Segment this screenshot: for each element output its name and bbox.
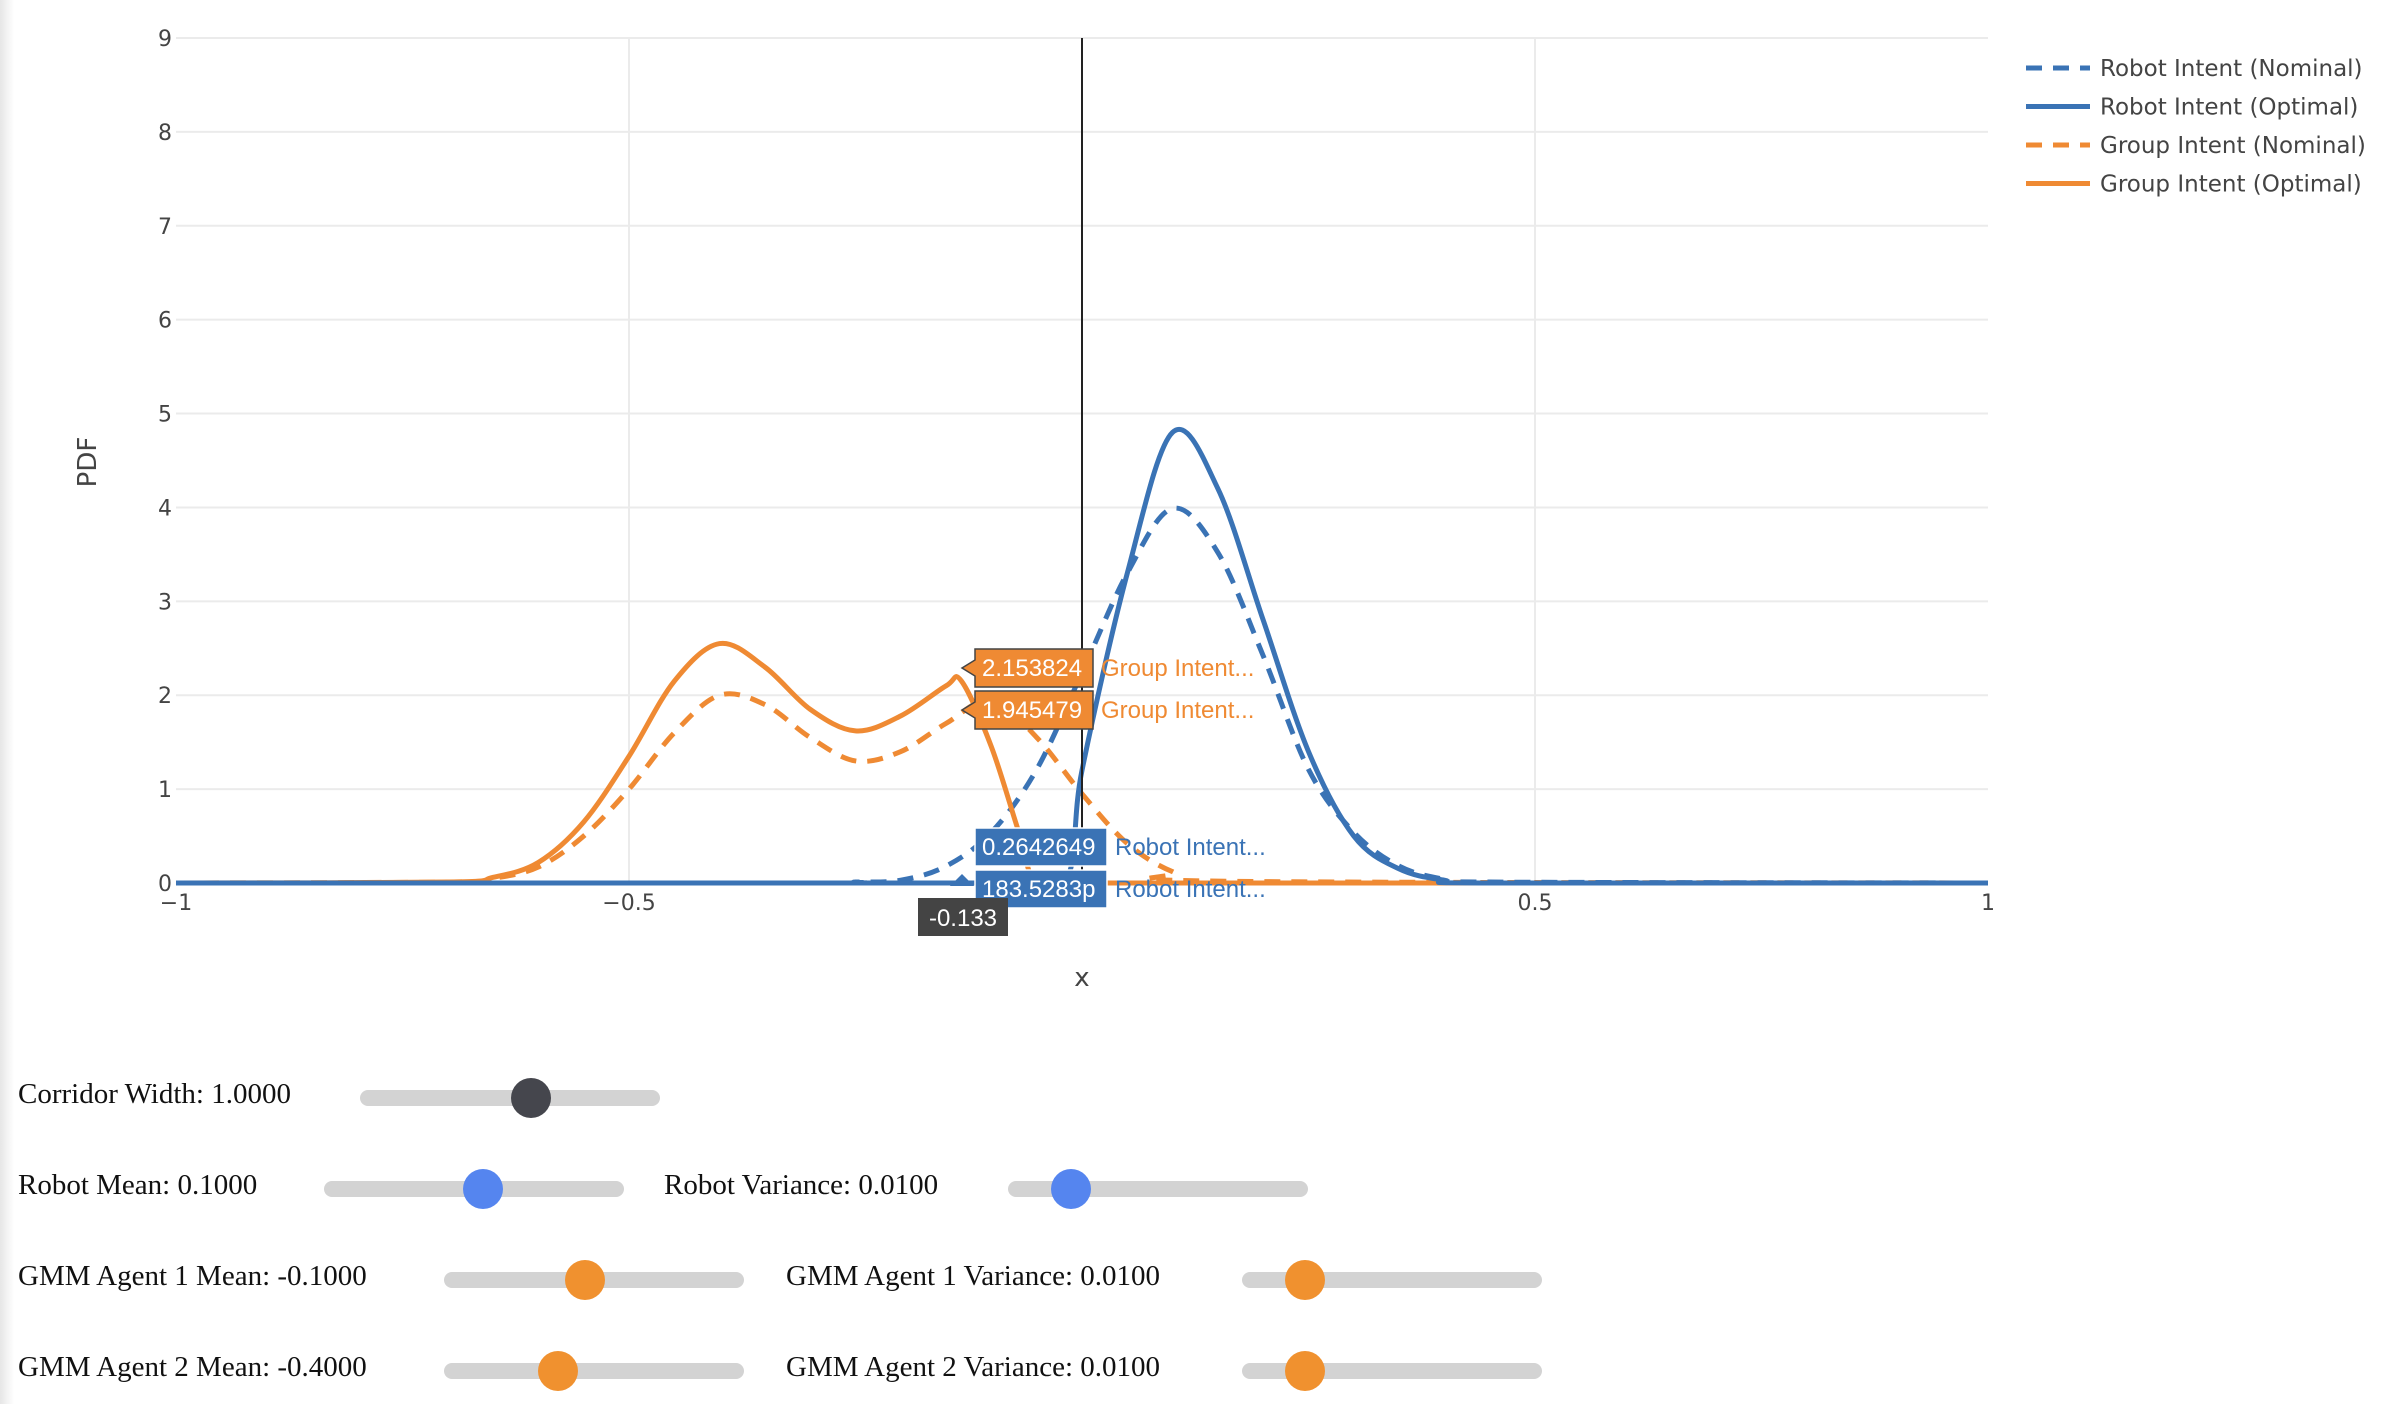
hover-label-box — [974, 827, 1108, 867]
hover-series-name: Group Intent... — [1101, 655, 1254, 682]
axis-ticks: 0 1 2 3 4 5 6 7 8 9 −1 −0.5 0.5 1 — [158, 27, 1995, 916]
hover-value: 1.945479 — [982, 697, 1082, 724]
corridor-width-slider-thumb[interactable] — [511, 1078, 551, 1118]
legend-label: Robot Intent (Optimal) — [2100, 95, 2358, 121]
corridor-width-slider[interactable] — [360, 1078, 660, 1118]
y-axis-title: PDF — [73, 437, 103, 488]
gmm-agent-2-mean-slider[interactable] — [444, 1351, 744, 1391]
gmm-agent-2-variance-slider[interactable] — [1242, 1351, 1542, 1391]
legend: Robot Intent (Nominal) Robot Intent (Opti… — [2026, 56, 2366, 198]
x-tick-label: −1 — [160, 891, 192, 916]
gmm-agent-1-mean-slider[interactable] — [444, 1260, 744, 1300]
gmm-agent-2-mean-label: GMM Agent 2 Mean: -0.4000 — [18, 1351, 367, 1383]
hover-value: 2.153824 — [982, 655, 1082, 682]
x-tick-label: 1 — [1981, 891, 1995, 916]
corridor-width-label: Corridor Width: 1.0000 — [18, 1078, 291, 1110]
x-tick-label: 0.5 — [1518, 891, 1553, 916]
hover-tooltips: 2.153824 Group Intent... 1.945479 Group Int… — [918, 648, 1266, 936]
x-axis-title: x — [1074, 963, 1089, 993]
legend-label: Group Intent (Optimal) — [2100, 172, 2362, 198]
y-tick-label: 4 — [158, 496, 172, 521]
hover-value: 0.2642649 — [982, 834, 1095, 861]
y-tick-label: 8 — [158, 121, 172, 146]
y-tick-label: 5 — [158, 403, 172, 428]
page-edge-shade — [0, 0, 14, 1404]
robot-variance-slider-thumb[interactable] — [1051, 1169, 1091, 1209]
y-tick-label: 2 — [158, 684, 172, 709]
hover-pointer — [950, 874, 974, 886]
gmm-agent-1-mean-slider-thumb[interactable] — [565, 1260, 605, 1300]
y-tick-label: 6 — [158, 309, 172, 334]
y-tick-label: 0 — [158, 872, 172, 897]
y-tick-label: 9 — [158, 27, 172, 52]
robot-mean-slider[interactable] — [324, 1169, 624, 1209]
hover-label: 1.945479 Group Intent... — [960, 690, 1254, 730]
gmm-agent-1-variance-slider-thumb[interactable] — [1285, 1260, 1325, 1300]
hover-series-name: Group Intent... — [1101, 697, 1254, 724]
hover-label: 2.153824 Group Intent... — [960, 648, 1254, 688]
hover-series-name: Robot Intent... — [1115, 834, 1266, 861]
hover-x-label-box — [918, 898, 1008, 936]
gmm-agent-2-mean-slider-thumb[interactable] — [538, 1351, 578, 1391]
gmm-agent-1-mean-label: GMM Agent 1 Mean: -0.1000 — [18, 1260, 367, 1292]
robot-variance-label: Robot Variance: 0.0100 — [664, 1169, 939, 1201]
y-tick-label: 7 — [158, 215, 172, 240]
hover-label-box — [960, 690, 1094, 730]
y-tick-label: 3 — [158, 590, 172, 615]
legend-label: Robot Intent (Nominal) — [2100, 56, 2363, 82]
hover-x-label: -0.133 — [918, 898, 1008, 936]
y-tick-label: 1 — [158, 778, 172, 803]
hover-label: 0.2642649 Robot Intent... — [974, 827, 1266, 867]
gmm-agent-2-variance-label: GMM Agent 2 Variance: 0.0100 — [786, 1351, 1160, 1383]
robot-mean-slider-thumb[interactable] — [463, 1169, 503, 1209]
hover-series-name: Robot Intent... — [1115, 876, 1266, 903]
hover-label: 183.5283p Robot Intent... — [974, 869, 1266, 909]
robot-variance-slider[interactable] — [1008, 1169, 1308, 1209]
pdf-chart: 0 1 2 3 4 5 6 7 8 9 −1 −0.5 0.5 1 x PDF Robot Intent … — [73, 27, 2366, 993]
gmm-agent-1-variance-label: GMM Agent 1 Variance: 0.0100 — [786, 1260, 1160, 1292]
hover-x-value: -0.133 — [929, 905, 997, 932]
robot-mean-label: Robot Mean: 0.1000 — [18, 1169, 258, 1201]
hover-label-box — [960, 648, 1094, 688]
gmm-agent-2-variance-slider-thumb[interactable] — [1285, 1351, 1325, 1391]
legend-label: Group Intent (Nominal) — [2100, 133, 2366, 159]
series-line-group-intent-nominal — [175, 691, 1989, 886]
x-tick-label: −0.5 — [602, 891, 655, 916]
gmm-agent-1-variance-slider[interactable] — [1242, 1260, 1542, 1300]
